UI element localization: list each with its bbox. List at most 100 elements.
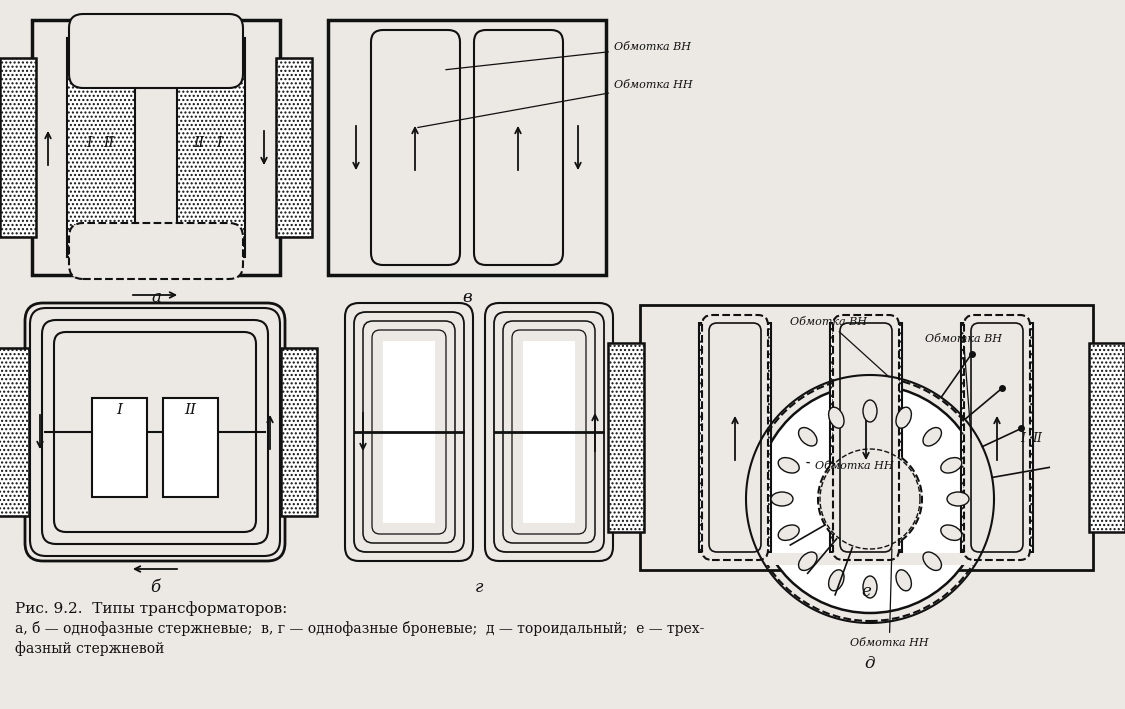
Ellipse shape xyxy=(778,525,799,540)
Bar xyxy=(486,36,551,80)
Text: II: II xyxy=(193,136,205,150)
FancyBboxPatch shape xyxy=(25,303,285,561)
Text: Обмотка НН: Обмотка НН xyxy=(417,80,693,128)
FancyBboxPatch shape xyxy=(345,303,472,561)
Text: Обмотка ВН: Обмотка ВН xyxy=(790,317,889,377)
Bar xyxy=(961,323,1033,552)
Ellipse shape xyxy=(922,552,942,571)
Bar xyxy=(608,343,643,532)
FancyBboxPatch shape xyxy=(494,312,604,552)
Ellipse shape xyxy=(778,457,799,473)
Text: в: в xyxy=(462,289,471,306)
Text: I: I xyxy=(216,136,222,150)
Bar xyxy=(382,216,448,260)
Bar xyxy=(382,126,448,170)
Bar xyxy=(699,323,771,552)
Text: г: г xyxy=(475,579,484,596)
Bar xyxy=(486,126,551,170)
Bar xyxy=(0,58,36,237)
Text: а: а xyxy=(151,289,161,306)
Bar xyxy=(92,398,147,497)
FancyBboxPatch shape xyxy=(840,323,892,552)
Bar xyxy=(177,38,245,257)
Bar xyxy=(523,341,575,523)
Bar xyxy=(328,20,606,275)
Bar xyxy=(699,323,771,552)
FancyBboxPatch shape xyxy=(971,323,1023,552)
Ellipse shape xyxy=(829,570,844,591)
Bar xyxy=(0,348,29,516)
Ellipse shape xyxy=(947,492,969,506)
Text: I: I xyxy=(87,136,92,150)
Bar xyxy=(486,81,551,125)
Bar xyxy=(830,323,902,552)
FancyBboxPatch shape xyxy=(372,330,446,534)
Text: II: II xyxy=(104,136,115,150)
Bar xyxy=(276,58,312,237)
Bar xyxy=(163,398,218,497)
Bar xyxy=(559,25,601,270)
Bar xyxy=(333,25,375,270)
Bar xyxy=(281,348,317,516)
FancyBboxPatch shape xyxy=(485,303,613,561)
Bar xyxy=(830,323,902,552)
Text: а, б — однофазные стержневые;  в, г — однофазные броневые;  д — тороидальный;  е: а, б — однофазные стержневые; в, г — одн… xyxy=(15,621,704,636)
FancyBboxPatch shape xyxy=(964,315,1030,560)
Circle shape xyxy=(756,385,984,613)
Text: фазный стержневой: фазный стержневой xyxy=(15,641,164,656)
Ellipse shape xyxy=(922,428,942,446)
FancyBboxPatch shape xyxy=(371,30,460,265)
Bar xyxy=(382,216,448,260)
FancyBboxPatch shape xyxy=(503,321,595,543)
FancyBboxPatch shape xyxy=(702,315,768,560)
Text: б: б xyxy=(150,579,160,596)
FancyBboxPatch shape xyxy=(363,321,454,543)
FancyBboxPatch shape xyxy=(30,308,280,556)
Text: Рис. 9.2.  Типы трансформаторов:: Рис. 9.2. Типы трансформаторов: xyxy=(15,601,287,616)
FancyBboxPatch shape xyxy=(512,330,586,534)
Ellipse shape xyxy=(799,552,817,571)
FancyBboxPatch shape xyxy=(69,14,243,88)
Text: I: I xyxy=(116,403,122,417)
Bar xyxy=(382,36,448,80)
FancyBboxPatch shape xyxy=(42,320,268,544)
Bar xyxy=(382,81,448,125)
Ellipse shape xyxy=(863,576,878,598)
Bar xyxy=(68,38,135,257)
Bar xyxy=(645,553,1088,565)
Bar xyxy=(486,126,551,170)
Ellipse shape xyxy=(896,570,911,591)
Bar xyxy=(68,38,135,257)
Text: Обмотка ВН: Обмотка ВН xyxy=(446,42,691,69)
Bar xyxy=(1089,343,1125,532)
Text: д: д xyxy=(865,654,875,671)
FancyBboxPatch shape xyxy=(474,30,562,265)
Bar xyxy=(281,348,317,516)
Bar xyxy=(382,341,435,523)
Bar xyxy=(382,36,448,80)
Bar xyxy=(640,305,1094,570)
Text: I: I xyxy=(414,351,420,365)
Bar xyxy=(645,310,1088,322)
Text: II: II xyxy=(1032,432,1042,445)
Bar xyxy=(486,216,551,260)
Bar xyxy=(32,20,280,275)
Text: е: е xyxy=(861,584,871,601)
Ellipse shape xyxy=(940,457,962,473)
Bar xyxy=(486,171,551,215)
Ellipse shape xyxy=(896,407,911,428)
Circle shape xyxy=(818,447,922,551)
Bar xyxy=(486,81,551,125)
Bar xyxy=(382,126,448,170)
Bar xyxy=(382,171,448,215)
Bar xyxy=(486,171,551,215)
Text: II: II xyxy=(184,403,196,417)
Bar xyxy=(382,81,448,125)
Bar xyxy=(961,323,1033,552)
Bar xyxy=(382,171,448,215)
Ellipse shape xyxy=(940,525,962,540)
Bar xyxy=(0,348,29,516)
Ellipse shape xyxy=(863,400,878,422)
FancyBboxPatch shape xyxy=(354,312,464,552)
FancyBboxPatch shape xyxy=(69,223,243,279)
